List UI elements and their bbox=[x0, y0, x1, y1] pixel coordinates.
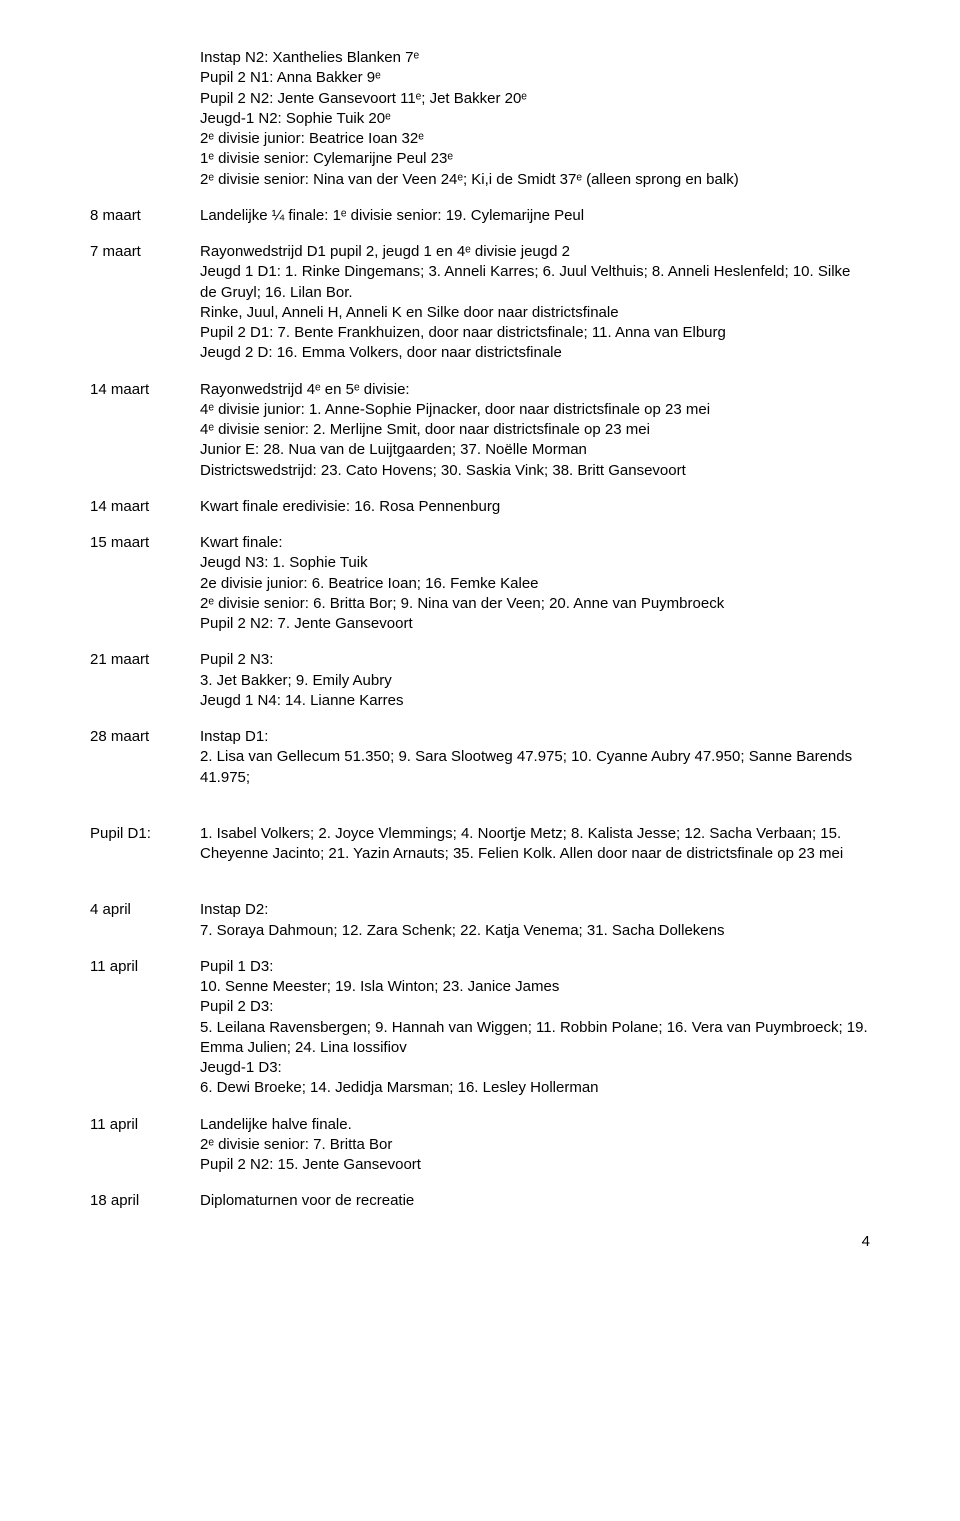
text-line: Pupil 2 N2: 15. Jente Gansevoort bbox=[200, 1155, 870, 1175]
text-line: 2ᵉ divisie junior: Beatrice Ioan 32ᵉ bbox=[200, 129, 870, 149]
text-line: Jeugd 1 N4: 14. Lianne Karres bbox=[200, 691, 870, 711]
text-line: 1. Isabel Volkers; 2. Joyce Vlemmings; 4… bbox=[200, 824, 870, 865]
entry-row: 8 maartLandelijke ¼ finale: 1ᵉ divisie s… bbox=[90, 206, 870, 226]
entry-row: 15 maartKwart finale:Jeugd N3: 1. Sophie… bbox=[90, 533, 870, 634]
entry-date-label: 11 april bbox=[90, 1115, 200, 1176]
page-number: 4 bbox=[90, 1232, 870, 1252]
entry-text: Diplomaturnen voor de recreatie bbox=[200, 1191, 870, 1211]
text-line: 6. Dewi Broeke; 14. Jedidja Marsman; 16.… bbox=[200, 1078, 870, 1098]
text-line: Pupil 1 D3: bbox=[200, 957, 870, 977]
entry-text: Instap D2:7. Soraya Dahmoun; 12. Zara Sc… bbox=[200, 900, 870, 941]
text-line: 2. Lisa van Gellecum 51.350; 9. Sara Slo… bbox=[200, 747, 870, 788]
text-line: Pupil 2 N3: bbox=[200, 650, 870, 670]
text-line: 3. Jet Bakker; 9. Emily Aubry bbox=[200, 671, 870, 691]
text-line: Kwart finale eredivisie: 16. Rosa Pennen… bbox=[200, 497, 870, 517]
text-line: Jeugd-1 D3: bbox=[200, 1058, 870, 1078]
intro-text: Instap N2: Xanthelies Blanken 7ᵉPupil 2 … bbox=[200, 48, 870, 190]
entry-text: Rayonwedstrijd 4ᵉ en 5ᵉ divisie:4ᵉ divis… bbox=[200, 380, 870, 481]
pupil-d1-block: Pupil D1: 1. Isabel Volkers; 2. Joyce Vl… bbox=[90, 824, 870, 865]
text-line: Instap D1: bbox=[200, 727, 870, 747]
text-line: 1ᵉ divisie senior: Cylemarijne Peul 23ᵉ bbox=[200, 149, 870, 169]
text-line: Districtswedstrijd: 23. Cato Hovens; 30.… bbox=[200, 461, 870, 481]
entry-text: Landelijke ¼ finale: 1ᵉ divisie senior: … bbox=[200, 206, 870, 226]
text-line: Jeugd N3: 1. Sophie Tuik bbox=[200, 553, 870, 573]
entry-row: 14 maartKwart finale eredivisie: 16. Ros… bbox=[90, 497, 870, 517]
text-line: 2e divisie junior: 6. Beatrice Ioan; 16.… bbox=[200, 574, 870, 594]
entry-row: 11 aprilLandelijke halve finale.2ᵉ divis… bbox=[90, 1115, 870, 1176]
entry-text: Pupil 2 N3:3. Jet Bakker; 9. Emily Aubry… bbox=[200, 650, 870, 711]
entry-date-label: 14 maart bbox=[90, 497, 200, 517]
text-line: 2ᵉ divisie senior: 6. Britta Bor; 9. Nin… bbox=[200, 594, 870, 614]
text-line: Rayonwedstrijd D1 pupil 2, jeugd 1 en 4ᵉ… bbox=[200, 242, 870, 262]
intro-label bbox=[90, 48, 200, 190]
entry-text: Instap D1:2. Lisa van Gellecum 51.350; 9… bbox=[200, 727, 870, 788]
pupil-d1-text: 1. Isabel Volkers; 2. Joyce Vlemmings; 4… bbox=[200, 824, 870, 865]
entry-row: 28 maartInstap D1:2. Lisa van Gellecum 5… bbox=[90, 727, 870, 788]
entry-date-label: 28 maart bbox=[90, 727, 200, 788]
entry-row: 11 aprilPupil 1 D3:10. Senne Meester; 19… bbox=[90, 957, 870, 1099]
text-line: Kwart finale: bbox=[200, 533, 870, 553]
text-line: Pupil 2 N2: 7. Jente Gansevoort bbox=[200, 614, 870, 634]
entry-row: 21 maartPupil 2 N3:3. Jet Bakker; 9. Emi… bbox=[90, 650, 870, 711]
entry-row: 7 maartRayonwedstrijd D1 pupil 2, jeugd … bbox=[90, 242, 870, 364]
text-line: 5. Leilana Ravensbergen; 9. Hannah van W… bbox=[200, 1018, 870, 1059]
entry-row: 14 maartRayonwedstrijd 4ᵉ en 5ᵉ divisie:… bbox=[90, 380, 870, 481]
entry-date-label: 21 maart bbox=[90, 650, 200, 711]
text-line: Rinke, Juul, Anneli H, Anneli K en Silke… bbox=[200, 303, 870, 323]
text-line: 4ᵉ divisie junior: 1. Anne-Sophie Pijnac… bbox=[200, 400, 870, 420]
pupil-d1-label: Pupil D1: bbox=[90, 824, 200, 865]
text-line: Instap D2: bbox=[200, 900, 870, 920]
text-line: Jeugd 1 D1: 1. Rinke Dingemans; 3. Annel… bbox=[200, 262, 870, 303]
text-line: 4ᵉ divisie senior: 2. Merlijne Smit, doo… bbox=[200, 420, 870, 440]
text-line: Pupil 2 N1: Anna Bakker 9ᵉ bbox=[200, 68, 870, 88]
entry-date-label: 15 maart bbox=[90, 533, 200, 634]
entry-text: Landelijke halve finale.2ᵉ divisie senio… bbox=[200, 1115, 870, 1176]
text-line: Instap N2: Xanthelies Blanken 7ᵉ bbox=[200, 48, 870, 68]
entry-text: Kwart finale eredivisie: 16. Rosa Pennen… bbox=[200, 497, 870, 517]
entry-row: 4 aprilInstap D2:7. Soraya Dahmoun; 12. … bbox=[90, 900, 870, 941]
text-line: 2ᵉ divisie senior: 7. Britta Bor bbox=[200, 1135, 870, 1155]
text-line: Landelijke ¼ finale: 1ᵉ divisie senior: … bbox=[200, 206, 870, 226]
entry-date-label: 4 april bbox=[90, 900, 200, 941]
text-line: Junior E: 28. Nua van de Luijtgaarden; 3… bbox=[200, 440, 870, 460]
text-line: Rayonwedstrijd 4ᵉ en 5ᵉ divisie: bbox=[200, 380, 870, 400]
entry-date-label: 18 april bbox=[90, 1191, 200, 1211]
text-line: 10. Senne Meester; 19. Isla Winton; 23. … bbox=[200, 977, 870, 997]
text-line: Pupil 2 N2: Jente Gansevoort 11ᵉ; Jet Ba… bbox=[200, 89, 870, 109]
text-line: Jeugd 2 D: 16. Emma Volkers, door naar d… bbox=[200, 343, 870, 363]
text-line: Jeugd-1 N2: Sophie Tuik 20ᵉ bbox=[200, 109, 870, 129]
text-line: Pupil 2 D1: 7. Bente Frankhuizen, door n… bbox=[200, 323, 870, 343]
entry-row: 18 aprilDiplomaturnen voor de recreatie bbox=[90, 1191, 870, 1211]
entry-date-label: 8 maart bbox=[90, 206, 200, 226]
intro-block: Instap N2: Xanthelies Blanken 7ᵉPupil 2 … bbox=[90, 48, 870, 190]
entry-date-label: 7 maart bbox=[90, 242, 200, 364]
text-line: Pupil 2 D3: bbox=[200, 997, 870, 1017]
text-line: Landelijke halve finale. bbox=[200, 1115, 870, 1135]
text-line: Diplomaturnen voor de recreatie bbox=[200, 1191, 870, 1211]
entry-text: Pupil 1 D3:10. Senne Meester; 19. Isla W… bbox=[200, 957, 870, 1099]
text-line: 7. Soraya Dahmoun; 12. Zara Schenk; 22. … bbox=[200, 921, 870, 941]
entry-text: Kwart finale:Jeugd N3: 1. Sophie Tuik2e … bbox=[200, 533, 870, 634]
entry-text: Rayonwedstrijd D1 pupil 2, jeugd 1 en 4ᵉ… bbox=[200, 242, 870, 364]
entry-date-label: 11 april bbox=[90, 957, 200, 1099]
text-line: 2ᵉ divisie senior: Nina van der Veen 24ᵉ… bbox=[200, 170, 870, 190]
entry-date-label: 14 maart bbox=[90, 380, 200, 481]
